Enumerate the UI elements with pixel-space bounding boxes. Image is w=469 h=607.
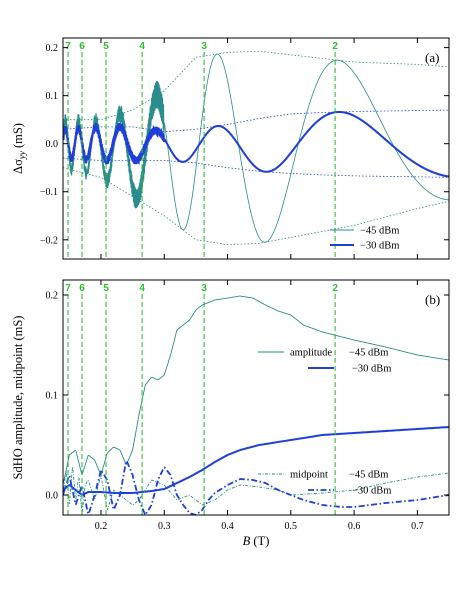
legend-label-amplitude: amplitude bbox=[290, 348, 332, 359]
panel-b-frame bbox=[62, 279, 450, 516]
b-ytick-label: 0.2 bbox=[46, 291, 59, 302]
b-nu-label-3: 3 bbox=[201, 283, 207, 294]
series-minus45-upper-envelope bbox=[63, 50, 449, 121]
b-ytick-label: 0.1 bbox=[46, 391, 59, 402]
series-dotted-teal-2 bbox=[63, 466, 449, 513]
a-nu-label-2: 2 bbox=[332, 41, 338, 52]
panel-b-legend: amplitude −45 dBm −30 dBm midpoint −45 d… bbox=[258, 348, 391, 497]
x-axis-title-symbol: B bbox=[243, 534, 251, 548]
series-thin-teal-0 bbox=[63, 295, 449, 486]
b-nu-label-5: 5 bbox=[103, 283, 109, 294]
x-axis-title-unit: (T) bbox=[250, 534, 269, 548]
b-xtick-label: 0.4 bbox=[221, 521, 234, 532]
legend-label-minus45: −45 dBm bbox=[360, 226, 399, 237]
a-ytick-label: 0.1 bbox=[46, 91, 59, 102]
panel-a-legend: −45 dBm −30 dBm bbox=[330, 226, 399, 252]
panel-a-frame bbox=[62, 37, 450, 260]
a-nu-label-4: 4 bbox=[139, 41, 145, 52]
a-nu-label-5: 5 bbox=[103, 41, 109, 52]
panel-a-label: (a) bbox=[425, 50, 439, 65]
panel-a-y-axis-title: Δσyy (mS) bbox=[11, 123, 27, 174]
a-ytick-label: 0.0 bbox=[46, 139, 59, 150]
a-nu-label-7: 7 bbox=[65, 41, 71, 52]
panel-a-ticks: −0.2 −0.1 0.0 0.1 0.2 bbox=[40, 38, 449, 259]
a-nu-label-6: 6 bbox=[79, 41, 85, 52]
legend-label-midpoint-minus45: −45 dBm bbox=[349, 470, 388, 481]
legend-label-midpoint-minus30: −30 dBm bbox=[352, 486, 391, 497]
panel-b-data-lines bbox=[63, 295, 449, 515]
panel-a-y-axis-title-main: Δσ bbox=[11, 159, 25, 174]
b-nu-label-7: 7 bbox=[65, 283, 71, 294]
legend-label-minus30: −30 dBm bbox=[360, 241, 399, 252]
a-nu-label-3: 3 bbox=[201, 41, 207, 52]
series-dashdot-blue-3 bbox=[63, 460, 449, 515]
panel-a-y-axis-title-unit: (mS) bbox=[11, 123, 25, 151]
a-ytick-label: −0.2 bbox=[40, 235, 58, 246]
legend-label-amplitude-minus45: −45 dBm bbox=[349, 348, 388, 359]
b-ytick-label: 0.0 bbox=[46, 491, 59, 502]
series-thick-blue-1 bbox=[63, 426, 449, 496]
b-nu-label-4: 4 bbox=[139, 283, 145, 294]
panel-b-ticks: 0.2 0.3 0.4 0.5 0.6 0.7 0.0 0.1 0.2 bbox=[46, 280, 449, 532]
b-nu-label-6: 6 bbox=[79, 283, 85, 294]
b-xtick-label: 0.2 bbox=[95, 521, 108, 532]
x-axis-title: B (T) bbox=[243, 534, 270, 548]
b-xtick-label: 0.3 bbox=[158, 521, 171, 532]
a-ytick-label: 0.2 bbox=[46, 43, 59, 54]
panel-b-label: (b) bbox=[425, 292, 440, 307]
series-minus30-lower-envelope bbox=[63, 157, 449, 178]
legend-label-midpoint: midpoint bbox=[290, 470, 328, 481]
b-xtick-label: 0.5 bbox=[285, 521, 298, 532]
b-nu-label-2: 2 bbox=[332, 283, 338, 294]
series-minus30-upper-envelope bbox=[63, 109, 449, 133]
legend-label-amplitude-minus30: −30 dBm bbox=[352, 364, 391, 375]
panel-b-y-axis-title: SdHO amplitude, midpoint (mS) bbox=[11, 316, 25, 480]
b-xtick-label: 0.7 bbox=[411, 521, 424, 532]
b-xtick-label: 0.6 bbox=[348, 521, 361, 532]
a-ytick-label: −0.1 bbox=[40, 187, 58, 198]
panel-a-y-axis-title-subscript: yy bbox=[17, 151, 27, 160]
series-minus45-trace bbox=[63, 53, 449, 243]
panel-a-data-lines bbox=[63, 50, 449, 246]
series-minus30-trace bbox=[63, 111, 449, 178]
